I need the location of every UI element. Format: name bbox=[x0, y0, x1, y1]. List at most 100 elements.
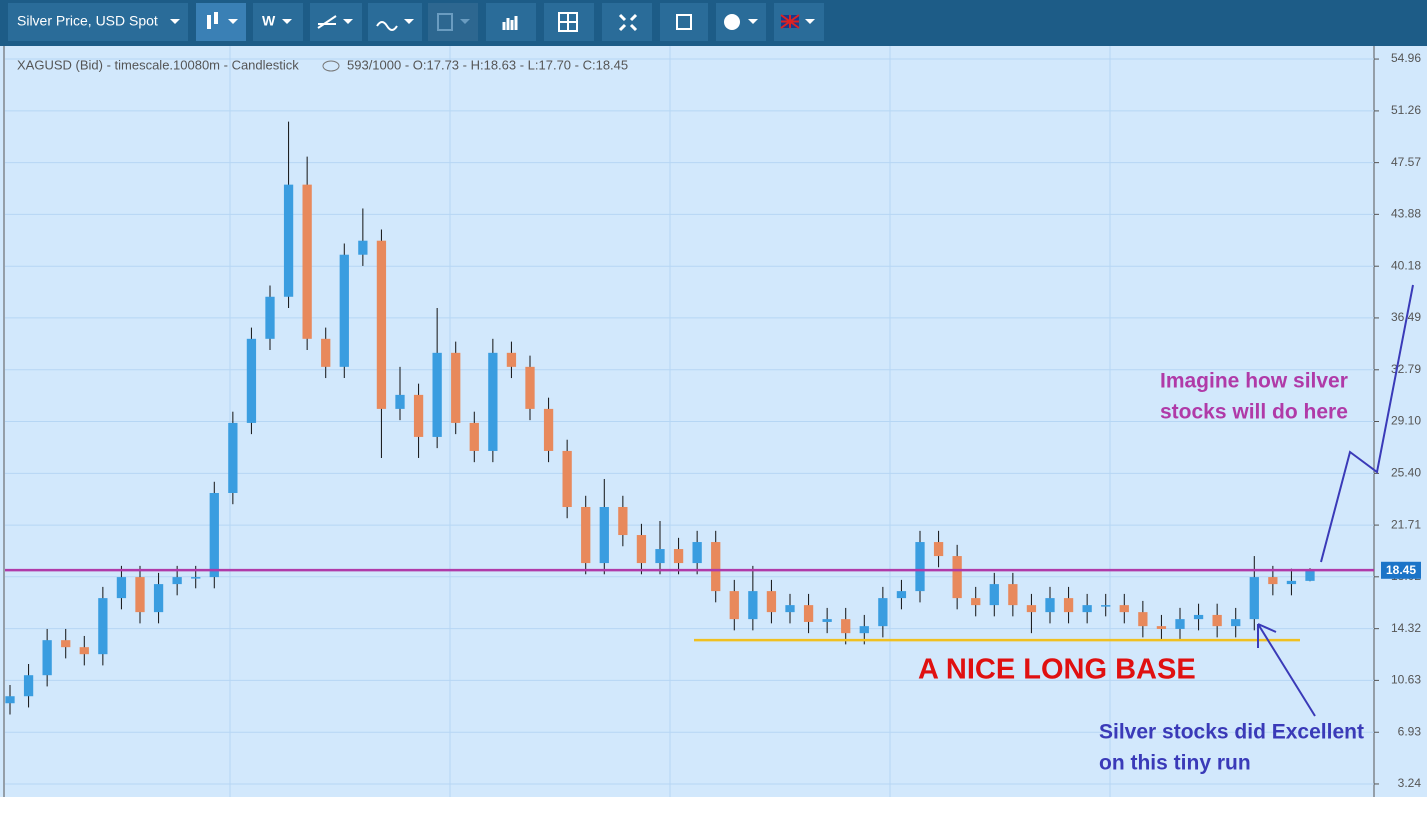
candle-body bbox=[321, 338, 331, 367]
candle-body bbox=[1212, 614, 1222, 627]
candle-body bbox=[1231, 619, 1241, 627]
candle-body bbox=[971, 598, 981, 606]
candle-body bbox=[766, 591, 777, 613]
candle-body bbox=[172, 577, 182, 585]
candle-body bbox=[1063, 598, 1074, 613]
annotation: A NICE LONG BASE bbox=[918, 654, 1196, 686]
candle-body bbox=[116, 577, 127, 599]
y-tick-label: 32.79 bbox=[1391, 362, 1421, 376]
candle-body bbox=[915, 542, 925, 592]
annotation: on this tiny run bbox=[1099, 752, 1251, 775]
footer bbox=[0, 797, 1427, 821]
fullscreen-button[interactable] bbox=[602, 3, 652, 41]
candle-body bbox=[1268, 577, 1278, 585]
candle-body bbox=[989, 584, 999, 606]
candle-body bbox=[952, 556, 962, 599]
candle-body bbox=[1175, 619, 1185, 629]
icon bbox=[376, 21, 398, 31]
candle-body bbox=[395, 394, 405, 409]
candle-body bbox=[153, 584, 164, 613]
candle-body bbox=[506, 352, 517, 367]
dropdown bbox=[404, 19, 414, 24]
y-tick-label: 6.93 bbox=[1398, 724, 1422, 738]
candle-body bbox=[358, 240, 368, 255]
annotation: Silver stocks did Excellent bbox=[1099, 721, 1364, 744]
candle-body bbox=[841, 619, 851, 634]
candle-body bbox=[228, 422, 238, 493]
icon bbox=[214, 12, 218, 24]
candle-body bbox=[61, 640, 71, 648]
icon bbox=[618, 13, 638, 32]
annotation-arrow bbox=[1257, 623, 1316, 717]
y-tick-label: 40.18 bbox=[1391, 258, 1421, 272]
candle-body bbox=[1101, 605, 1111, 607]
eye-icon bbox=[322, 60, 340, 72]
candle-body bbox=[1026, 605, 1037, 613]
icon bbox=[780, 14, 800, 29]
annotation: stocks will do here bbox=[1160, 401, 1348, 424]
dropdown bbox=[460, 19, 470, 24]
candle-body bbox=[803, 605, 814, 622]
price-label-bg bbox=[1381, 561, 1421, 579]
annotation: Imagine how silver bbox=[1160, 370, 1348, 393]
candle-body bbox=[432, 352, 442, 437]
indicator-button[interactable] bbox=[368, 3, 422, 41]
candle-body bbox=[618, 507, 628, 536]
icon bbox=[502, 16, 518, 30]
annotation-arrow bbox=[1320, 284, 1414, 563]
dropdown bbox=[228, 19, 238, 24]
y-tick-label: 51.26 bbox=[1391, 103, 1421, 117]
candle-body bbox=[451, 352, 461, 423]
dropdown bbox=[805, 19, 815, 24]
chart-title: XAGUSD (Bid) - timescale.10080m - Candle… bbox=[17, 57, 299, 72]
draw-button[interactable] bbox=[310, 3, 362, 41]
candle-body bbox=[191, 577, 201, 579]
interval-button[interactable] bbox=[253, 3, 303, 41]
icon bbox=[724, 14, 740, 30]
candle-body bbox=[748, 591, 758, 620]
candle-body bbox=[488, 352, 498, 451]
y-tick-label: 10.63 bbox=[1391, 673, 1421, 687]
candle-body bbox=[302, 184, 312, 339]
candle-body bbox=[636, 535, 647, 564]
price-label: 18.45 bbox=[1386, 563, 1416, 577]
candle-body bbox=[599, 507, 609, 564]
candle-body bbox=[581, 507, 591, 564]
candle-body bbox=[673, 549, 684, 564]
symbol-button[interactable] bbox=[8, 3, 188, 41]
candle-body bbox=[1138, 612, 1148, 627]
candle-body bbox=[135, 577, 145, 613]
dropdown bbox=[282, 19, 292, 24]
candle-body bbox=[692, 542, 702, 564]
candle-body bbox=[822, 619, 832, 622]
theme-button[interactable] bbox=[716, 3, 766, 41]
chart-type-button[interactable] bbox=[196, 3, 246, 41]
candle-body bbox=[339, 254, 349, 367]
candle-body bbox=[1156, 626, 1167, 629]
candle-body bbox=[469, 422, 479, 451]
candle-body bbox=[1249, 577, 1259, 620]
dropdown bbox=[170, 19, 180, 24]
candle-body bbox=[1193, 614, 1204, 620]
candle-body bbox=[729, 591, 739, 620]
candle-body bbox=[283, 184, 294, 297]
candle-body bbox=[98, 598, 108, 655]
y-tick-label: 25.40 bbox=[1391, 466, 1421, 480]
y-tick-label: 47.57 bbox=[1391, 155, 1421, 169]
candle-body bbox=[933, 542, 944, 557]
candle-body bbox=[79, 647, 89, 655]
candle-body bbox=[543, 408, 554, 451]
fit-button[interactable] bbox=[660, 3, 708, 41]
candle-body bbox=[785, 605, 795, 613]
candle-body bbox=[1045, 598, 1055, 613]
icon bbox=[559, 13, 577, 31]
y-tick-label: 14.32 bbox=[1391, 621, 1421, 635]
candle-body bbox=[5, 696, 15, 704]
y-tick-label: 43.88 bbox=[1391, 207, 1421, 221]
dropdown bbox=[343, 19, 353, 24]
candle-body bbox=[209, 492, 219, 578]
icon bbox=[437, 13, 453, 31]
candle-body bbox=[1305, 570, 1315, 581]
candle-body bbox=[655, 549, 665, 564]
